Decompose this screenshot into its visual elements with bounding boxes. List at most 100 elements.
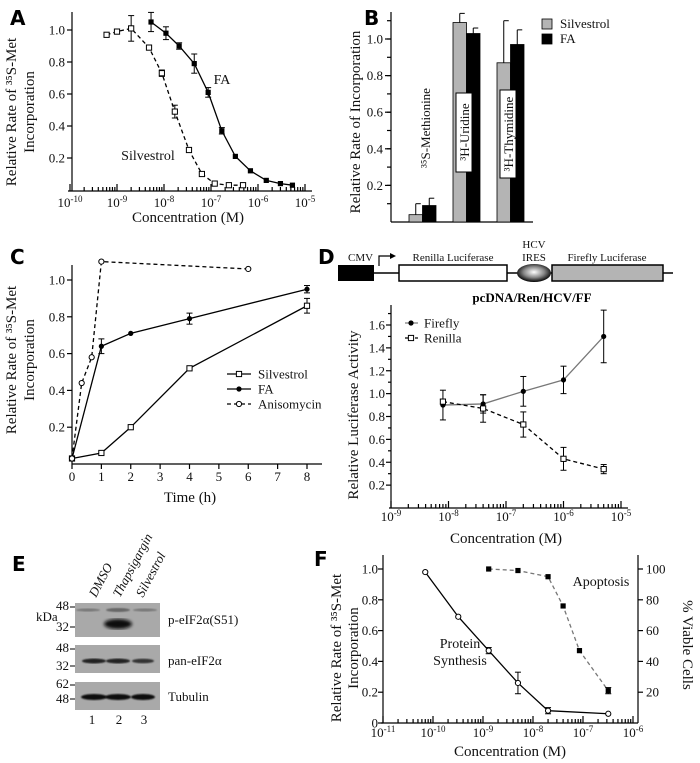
right-y-tick-label: 40: [646, 654, 659, 669]
x-tick-label: 10-8: [523, 724, 544, 740]
lane-number-3: 3: [141, 712, 148, 727]
data-point: [605, 710, 612, 717]
y-tick-label: 0.6: [49, 87, 66, 102]
y-tick-label: 1.4: [369, 340, 386, 355]
tick-base: 10: [623, 725, 636, 740]
x-axis-label: Concentration (M): [454, 744, 566, 760]
y-axis-label: Incorporation: [22, 319, 38, 401]
tick-base: 10: [553, 509, 566, 524]
data-point: [514, 679, 522, 687]
data-point: [98, 449, 105, 457]
x-tick-label: 6: [245, 469, 252, 484]
tick-base: 10: [381, 509, 394, 524]
data-point: [480, 405, 487, 412]
y-tick-label: 1.0: [367, 32, 383, 47]
data-point: [560, 603, 566, 609]
y-axis-label: Incorporation: [346, 607, 362, 689]
tick-exponent: -8: [536, 724, 544, 734]
y-axis-label: Relative Luciferase Activity: [346, 330, 362, 500]
y-tick-label: 0.4: [49, 383, 66, 398]
y-tick-label: 0.2: [49, 420, 65, 435]
tick-exponent: -7: [214, 194, 222, 204]
y-tick-label: 1.0: [362, 562, 378, 577]
tick-exponent: -6: [261, 194, 269, 204]
tick-base: 10: [201, 195, 214, 210]
ires-label-line1: HCV: [522, 239, 545, 251]
hcv-ires-element: [517, 264, 551, 282]
cmv-promoter-box: [338, 265, 374, 281]
legend-swatch-fa: [541, 33, 553, 45]
data-point: [439, 398, 447, 405]
x-tick-label: 10-5: [611, 508, 632, 524]
panel-letter-f: F: [314, 547, 328, 571]
data-point: [127, 424, 134, 431]
y-tick-label: 0.2: [49, 151, 65, 166]
y-tick-label: 0.4: [369, 455, 386, 470]
band-pan-eif2a-lane1: [82, 658, 106, 664]
x-tick-label: 5: [216, 469, 223, 484]
data-point: [225, 182, 232, 189]
data-point: [211, 180, 218, 187]
data-point: [520, 421, 527, 428]
panel-d-chart: 0.20.40.60.81.01.21.41.610-9 10-8 10-7 10-6…: [346, 305, 632, 547]
x-tick-label: 10-8: [154, 194, 175, 210]
y-tick-label: 0.8: [362, 592, 378, 607]
y-tick-label: 0.6: [369, 432, 386, 447]
legend-label: Firefly: [424, 316, 460, 331]
y-tick-label: 1.0: [49, 273, 65, 288]
y-tick-label: 0.8: [369, 409, 385, 424]
tick-base: 10: [248, 195, 261, 210]
tick-base: 10: [295, 195, 308, 210]
tick-exponent: -5: [308, 194, 316, 204]
marker-32: 32: [56, 619, 69, 634]
x-tick-label: 10-10: [58, 194, 83, 210]
tick-exponent: -6: [636, 724, 644, 734]
data-point: [544, 707, 552, 714]
band-tubulin-lane3: [131, 694, 155, 700]
faint-band: [106, 608, 130, 612]
western-blot-panel: kDa DMSO Thapsigargin Silvestrol p-eIF2α…: [36, 531, 238, 727]
data-point: [163, 30, 169, 36]
legend-label: Renilla: [424, 331, 462, 346]
tick-base: 10: [523, 725, 536, 740]
y-tick-label: 0.2: [369, 478, 385, 493]
series-label-fa: FA: [214, 73, 232, 88]
y-axis-label: Relative Rate of ³⁵S-Met: [4, 285, 20, 434]
bar-fa: [422, 205, 437, 223]
x-tick-label: 0: [69, 469, 76, 484]
renilla-gene-box: [398, 264, 508, 282]
panel-letter-a: A: [10, 6, 26, 30]
data-point: [545, 574, 551, 580]
data-point: [191, 61, 197, 67]
x-tick-label: 10-6: [248, 194, 269, 210]
series-line: [424, 571, 609, 715]
tick-exponent: -10: [434, 724, 446, 734]
x-tick-label: 10-7: [201, 194, 222, 210]
x-axis-label: Concentration (M): [450, 531, 562, 547]
category-label: ³⁵S-Methionine: [418, 88, 433, 168]
data-point: [605, 688, 611, 694]
data-point: [185, 146, 193, 154]
data-point: [289, 182, 296, 188]
data-point: [520, 388, 526, 394]
transcription-start-arrow-icon: [378, 255, 390, 266]
y-axis-label: Incorporation: [22, 71, 38, 153]
series-label-apoptosis: Apoptosis: [573, 575, 630, 590]
right-y-tick-label: 80: [646, 592, 659, 607]
right-y-tick-label: 20: [646, 685, 659, 700]
right-y-axis-label: % Viable Cells: [679, 600, 695, 690]
lane-number-1: 1: [89, 712, 96, 727]
legend-marker: [408, 320, 414, 326]
y-tick-label: 0.2: [362, 685, 378, 700]
y-axis-label: Relative Rate of ³⁵S-Met: [4, 37, 20, 186]
data-point: [560, 455, 567, 462]
tick-base: 10: [421, 725, 434, 740]
tick-exponent: -8: [451, 508, 459, 518]
legend-marker: [235, 370, 243, 378]
y-tick-label: 0.6: [362, 623, 379, 638]
data-point: [239, 182, 247, 189]
data-point: [455, 613, 462, 620]
tick-exponent: -7: [509, 508, 517, 518]
